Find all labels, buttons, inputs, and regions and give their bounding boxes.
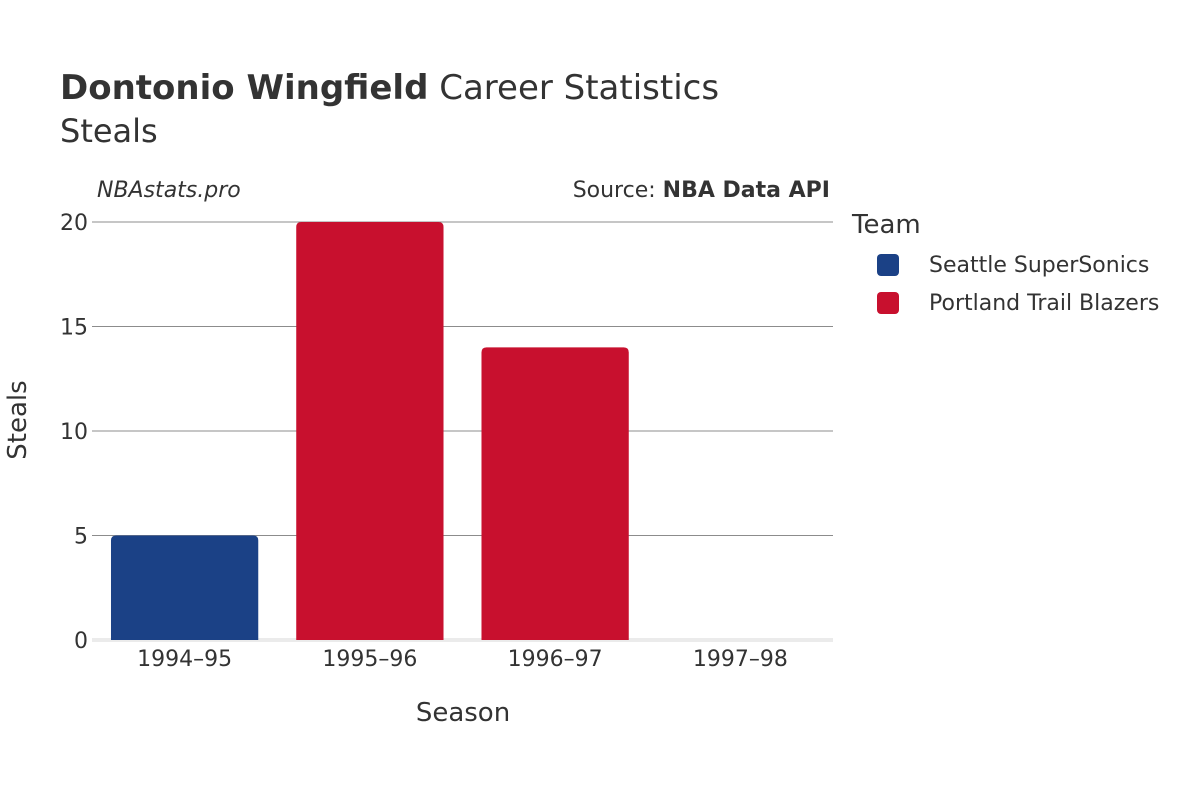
legend-item-portland[interactable]: Portland Trail Blazers	[852, 284, 1159, 322]
legend-swatch-seattle	[877, 254, 899, 276]
legend-label-portland: Portland Trail Blazers	[929, 290, 1160, 316]
bars	[110, 222, 629, 641]
bar-1994–95[interactable]	[110, 535, 259, 641]
bar-1996–97[interactable]	[481, 347, 629, 640]
x-axis-title: Season	[416, 698, 510, 728]
chart-title-player: Dontonio Wingfield	[60, 68, 429, 108]
legend-title: Team	[852, 210, 921, 240]
y-tick-label-15: 15	[60, 316, 88, 341]
x-tick-label-1997–98: 1997–98	[693, 647, 788, 672]
site-watermark: NBAstats.pro	[97, 178, 241, 203]
y-axis-title: Steals	[3, 380, 33, 459]
chart-subtitle: Steals	[60, 112, 158, 150]
x-tick-label-1994–95: 1994–95	[137, 647, 232, 672]
source-prefix: Source:	[572, 178, 663, 203]
y-tick-label-20: 20	[60, 211, 88, 236]
y-tick-label-10: 10	[60, 420, 88, 445]
y-tick-labels: 0 5 10 15 20	[60, 211, 88, 654]
legend-label-seattle: Seattle SuperSonics	[929, 252, 1150, 278]
legend: Team Seattle SuperSonics Portland Trail …	[852, 210, 1159, 322]
source-label: Source: NBA Data API	[573, 178, 830, 203]
y-tick-label-5: 5	[74, 525, 88, 550]
x-tick-labels: 1994–95 1995–96 1996–97 1997–98	[137, 647, 788, 672]
x-tick-label-1996–97: 1996–97	[508, 647, 603, 672]
legend-swatch-portland	[877, 292, 899, 314]
bar-1995–96[interactable]	[296, 222, 444, 640]
source-name: NBA Data API	[662, 178, 830, 203]
x-tick-label-1995–96: 1995–96	[322, 647, 417, 672]
chart-title: Dontonio Wingfield Career Statistics	[60, 68, 719, 108]
chart-title-rest: Career Statistics	[428, 68, 720, 108]
y-tick-label-0: 0	[74, 629, 88, 654]
legend-item-seattle[interactable]: Seattle SuperSonics	[852, 246, 1159, 284]
